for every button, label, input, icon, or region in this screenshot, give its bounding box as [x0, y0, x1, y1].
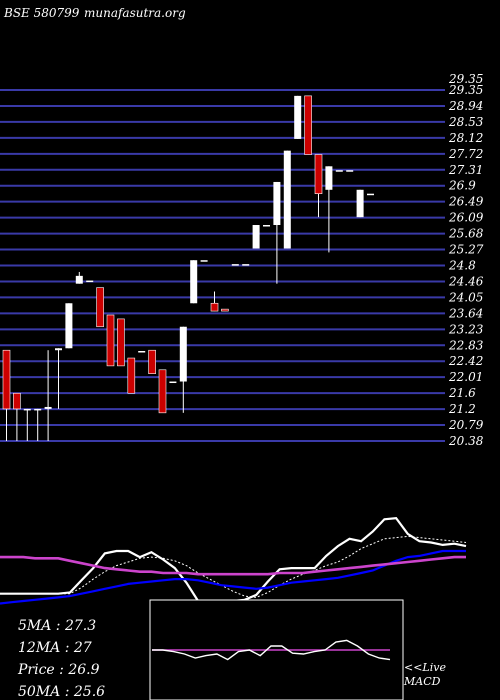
candle-body — [190, 260, 198, 304]
candlestick-series — [2, 95, 374, 441]
candle-body — [179, 326, 187, 382]
candle-body — [367, 193, 374, 196]
price-tick-label: 26.49 — [448, 195, 484, 209]
price-tick-label: 28.94 — [448, 99, 483, 113]
ticker-label: BSE 580799 — [3, 6, 80, 20]
price-tick-label: 29.35 — [448, 72, 483, 86]
candle-body — [231, 264, 239, 266]
candle-body — [96, 287, 104, 328]
candle-body — [325, 166, 333, 190]
candle-body — [13, 392, 21, 410]
ma12-readout: 12MA : 27 — [18, 640, 92, 656]
candle-body — [263, 225, 270, 227]
macd-line — [152, 639, 391, 661]
price-tick-label: 27.72 — [448, 147, 483, 161]
price-tick-label: 24.8 — [448, 259, 476, 273]
candle-body — [221, 308, 229, 312]
price-tick-label: 25.68 — [448, 227, 484, 241]
candle-body — [252, 225, 260, 249]
candle-body — [356, 189, 364, 218]
price-tick-label: 24.05 — [448, 290, 483, 304]
site-label: munafasutra.org — [84, 6, 186, 20]
price-tick-label: 22.01 — [448, 370, 483, 384]
candle-body — [138, 351, 146, 353]
price-tick-label: 27.31 — [448, 163, 483, 177]
candle-body — [86, 280, 94, 283]
macd-live-label: <<Live — [404, 661, 446, 674]
candle-body — [75, 275, 83, 284]
candle-body — [23, 408, 31, 411]
macd-label: MACD — [403, 675, 441, 688]
candle-body — [242, 264, 250, 266]
macd-lines — [152, 639, 391, 661]
price-axis-ticks: 29.35 28.94 28.53 28.12 27.72 27.31 26.9 26.49 2… — [448, 72, 484, 448]
candle-body — [273, 181, 281, 225]
ma50-readout: 50MA : 25.6 — [18, 684, 105, 700]
price-tick-label: 28.12 — [448, 131, 483, 145]
price-tick-label: 20.38 — [448, 434, 484, 448]
price-tick-label: 23.64 — [448, 306, 483, 320]
price-tick-label: 21.2 — [448, 402, 476, 416]
price-tick-label: 28.53 — [448, 115, 484, 129]
candle-body — [117, 318, 125, 367]
price-tick-label: 22.83 — [448, 338, 484, 352]
price-tick-label: 29.35 — [448, 83, 483, 97]
candle-body — [127, 357, 136, 394]
price-tick-label: 21.6 — [448, 386, 476, 400]
candle-body — [294, 95, 302, 139]
ma5-readout: 5MA : 27.3 — [18, 618, 96, 634]
long-ma-line — [0, 555, 466, 576]
candle-body — [34, 408, 42, 411]
price-readout: Price : 26.9 — [17, 662, 100, 678]
price-tick-label: 25.27 — [448, 243, 484, 257]
price-grid — [0, 89, 445, 442]
price-tick-label: 26.09 — [448, 211, 484, 225]
candle-body — [65, 303, 73, 349]
price-tick-label: 24.46 — [448, 274, 484, 288]
price-tick-label: 26.9 — [448, 179, 476, 193]
candle-body — [304, 95, 312, 155]
candle-body — [106, 314, 115, 367]
candle-body — [210, 302, 219, 312]
price-tick-label: 20.79 — [448, 418, 484, 432]
candle-body — [200, 260, 208, 262]
candle-body — [335, 170, 343, 172]
candle-body — [283, 150, 291, 249]
candle-body — [169, 381, 177, 384]
candle-body — [2, 349, 11, 410]
candle-body — [346, 170, 354, 172]
candle-body — [44, 406, 52, 409]
price-tick-label: 23.23 — [448, 322, 484, 336]
candle-body — [158, 369, 167, 414]
candle-body — [55, 348, 62, 351]
candle-body — [148, 349, 156, 374]
candle-body — [314, 154, 323, 194]
price-tick-label: 22.42 — [448, 354, 483, 368]
